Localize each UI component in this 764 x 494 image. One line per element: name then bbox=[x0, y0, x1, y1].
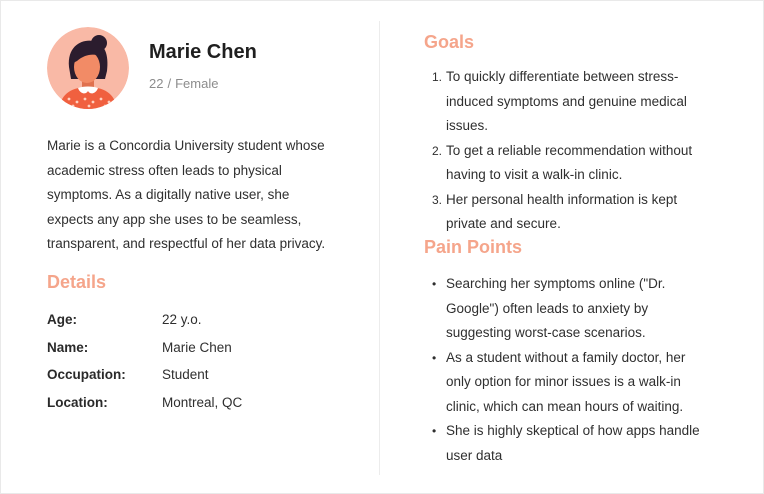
bullet-icon: • bbox=[432, 277, 437, 291]
column-divider bbox=[379, 21, 380, 475]
pain-point-line: As a student without a family doctor, he… bbox=[446, 349, 686, 365]
pain-point-text: She is highly skeptical of how apps hand… bbox=[446, 419, 700, 468]
pain-point-line: clinic, which can mean hours of waiting. bbox=[446, 398, 684, 414]
goal-number: 1. bbox=[432, 70, 443, 84]
goals-title: Goals bbox=[424, 32, 475, 52]
pain-point-line: She is highly skeptical of how apps hand… bbox=[446, 423, 700, 438]
persona-bio: Marie is a Concordia University student … bbox=[47, 134, 359, 257]
goal-line: Her personal health information is kept bbox=[446, 191, 678, 207]
details-title: Details bbox=[47, 272, 107, 292]
details-value: 22 y.o. bbox=[162, 312, 202, 328]
bio-line: transparent, and respectful of her data … bbox=[47, 236, 326, 251]
pain-point-text: Searching her symptoms online ("Dr. Goog… bbox=[446, 272, 665, 346]
pain-point-text: As a student without a family doctor, he… bbox=[446, 346, 685, 420]
goal-line: To quickly differentiate between stress- bbox=[446, 69, 679, 84]
bio-line: Marie is a Concordia University student … bbox=[47, 138, 325, 153]
bullet-icon: • bbox=[432, 350, 437, 365]
pain-point-item: • Searching her symptoms online ("Dr. Go… bbox=[424, 272, 734, 346]
pain-point-line: only option for minor issues is a walk-i… bbox=[446, 374, 681, 389]
pain-points-list: • Searching her symptoms online ("Dr. Go… bbox=[424, 272, 734, 468]
goal-line: having to visit a walk-in clinic. bbox=[446, 167, 623, 182]
details-key: Location: bbox=[47, 395, 108, 411]
details-value: Marie Chen bbox=[162, 339, 232, 355]
details-key: Occupation: bbox=[47, 367, 126, 383]
goal-number: 3. bbox=[432, 192, 443, 207]
details-row: Name: Marie Chen bbox=[47, 334, 242, 362]
woman-avatar-icon bbox=[47, 27, 129, 109]
pain-point-item: • She is highly skeptical of how apps ha… bbox=[424, 419, 734, 468]
meta-separator: / bbox=[167, 76, 172, 91]
details-key: Age: bbox=[47, 312, 77, 328]
pain-point-item: • As a student without a family doctor, … bbox=[424, 346, 734, 420]
bio-line: academic stress often leads to physical bbox=[47, 162, 282, 178]
bio-line: symptoms. As a digitally native user, sh… bbox=[47, 187, 290, 202]
goal-item: 2. To get a reliable recommendation with… bbox=[424, 139, 734, 188]
bullet-icon: • bbox=[432, 424, 437, 438]
details-row: Occupation: Student bbox=[47, 361, 242, 389]
pain-points-title: Pain Points bbox=[424, 237, 523, 257]
persona-gender: Female bbox=[175, 76, 219, 91]
goal-text: Her personal health information is kept … bbox=[446, 188, 677, 237]
pain-point-line: user data bbox=[446, 447, 503, 463]
pain-point-line: suggesting worst-case scenarios. bbox=[446, 325, 646, 340]
details-value: Student bbox=[162, 367, 209, 383]
persona-meta: 22/Female bbox=[149, 76, 218, 91]
bio-line: expects any app she uses to be seamless, bbox=[47, 211, 302, 227]
goal-text: To get a reliable recommendation without… bbox=[446, 139, 692, 188]
pain-point-line: Google") often leads to anxiety by bbox=[446, 300, 649, 316]
details-key: Name: bbox=[47, 339, 89, 355]
goals-list: 1. To quickly differentiate between stre… bbox=[424, 65, 734, 237]
details-table: Age: 22 y.o. Name: Marie Chen Occupation… bbox=[47, 306, 242, 416]
details-row: Location: Montreal, QC bbox=[47, 389, 242, 417]
details-value: Montreal, QC bbox=[162, 395, 243, 411]
goal-line: To get a reliable recommendation without bbox=[446, 142, 693, 158]
pain-point-line: Searching her symptoms online ("Dr. bbox=[446, 276, 666, 291]
details-row: Age: 22 y.o. bbox=[47, 306, 242, 334]
goal-line: private and secure. bbox=[446, 216, 561, 231]
persona-age: 22 bbox=[149, 76, 164, 91]
goal-line: issues. bbox=[446, 118, 489, 133]
goal-item: 3. Her personal health information is ke… bbox=[424, 188, 734, 237]
goal-line: induced symptoms and genuine medical bbox=[446, 93, 687, 109]
persona-name: Marie Chen bbox=[149, 41, 257, 63]
goal-number: 2. bbox=[432, 143, 443, 158]
goal-item: 1. To quickly differentiate between stre… bbox=[424, 65, 734, 139]
goal-text: To quickly differentiate between stress-… bbox=[446, 65, 687, 139]
